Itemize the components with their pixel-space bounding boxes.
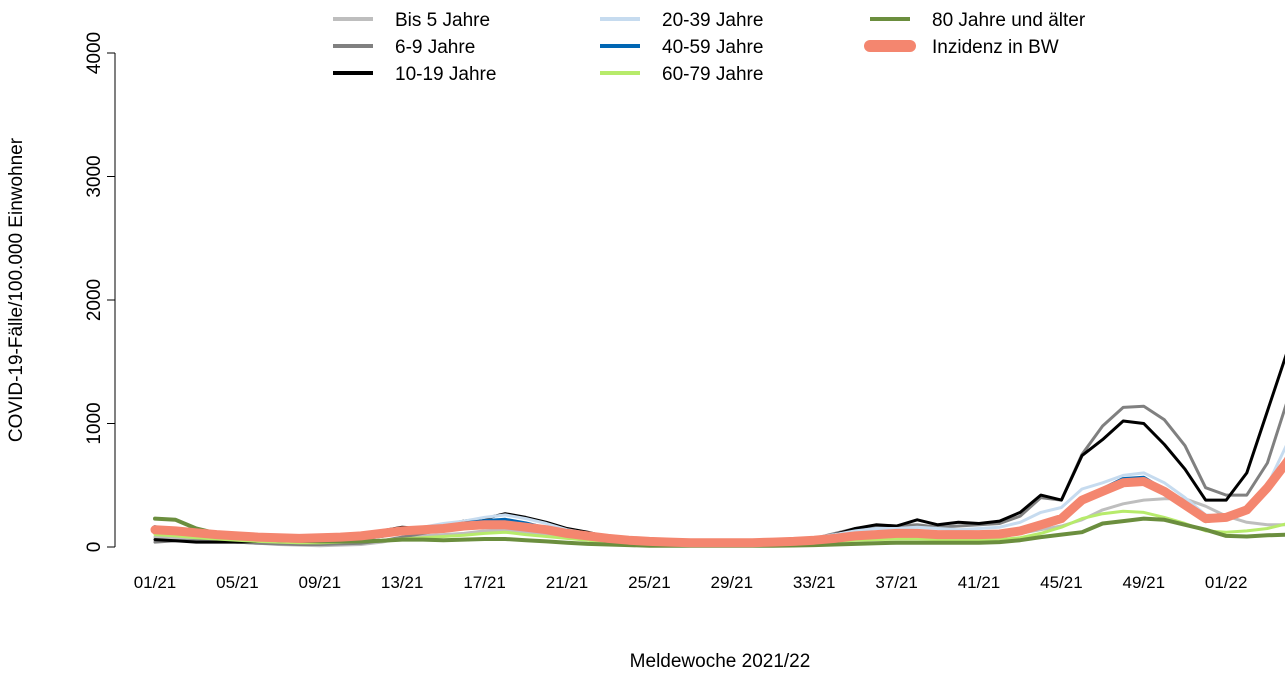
- y-tick-label: 0: [84, 542, 105, 553]
- x-tick-label: 41/21: [958, 573, 1001, 592]
- y-axis-label: COVID-19-Fälle/100.000 Einwohner: [6, 137, 27, 442]
- legend-label: 20-39 Jahre: [662, 10, 763, 31]
- axes: 0 1000 2000 3000 4000 01/21 05/21 09/21 13/21 17/…: [84, 32, 1247, 592]
- legend-label: Inzidenz in BW: [932, 37, 1059, 58]
- x-tick-label: 05/21: [216, 573, 259, 592]
- x-tick-label: 37/21: [875, 573, 918, 592]
- x-tick-label: 01/21: [134, 573, 177, 592]
- x-tick-label: 21/21: [546, 573, 589, 592]
- series-line-3: [153, 444, 1285, 545]
- series-line-7: [150, 456, 1285, 548]
- x-tick-label: 01/22: [1205, 573, 1248, 592]
- plot-lines: [150, 353, 1285, 548]
- y-tick-label: 3000: [84, 155, 105, 197]
- y-tick-label: 2000: [84, 279, 105, 321]
- x-tick-label: 33/21: [793, 573, 836, 592]
- x-tick-label: 17/21: [463, 573, 506, 592]
- x-tick-label: 09/21: [299, 573, 342, 592]
- x-tick-label: 45/21: [1040, 573, 1083, 592]
- x-tick-label: 29/21: [711, 573, 754, 592]
- legend-label: 80 Jahre und älter: [932, 10, 1086, 31]
- y-tick-label: 1000: [84, 402, 105, 444]
- x-tick-label: 49/21: [1123, 573, 1166, 592]
- legend: Bis 5 Jahre 6-9 Jahre 10-19 Jahre 20-39 Jah…: [333, 10, 1086, 85]
- legend-label: 60-79 Jahre: [662, 64, 763, 85]
- series-line-2: [153, 353, 1285, 546]
- x-axis-label: Meldewoche 2021/22: [630, 651, 811, 672]
- x-tick-label: 13/21: [381, 573, 424, 592]
- y-tick-label: 4000: [84, 32, 105, 74]
- x-tick-label: 25/21: [628, 573, 671, 592]
- legend-label: 40-59 Jahre: [662, 37, 763, 58]
- legend-label: Bis 5 Jahre: [395, 10, 490, 31]
- legend-label: 6-9 Jahre: [395, 37, 475, 58]
- legend-label: 10-19 Jahre: [395, 64, 496, 85]
